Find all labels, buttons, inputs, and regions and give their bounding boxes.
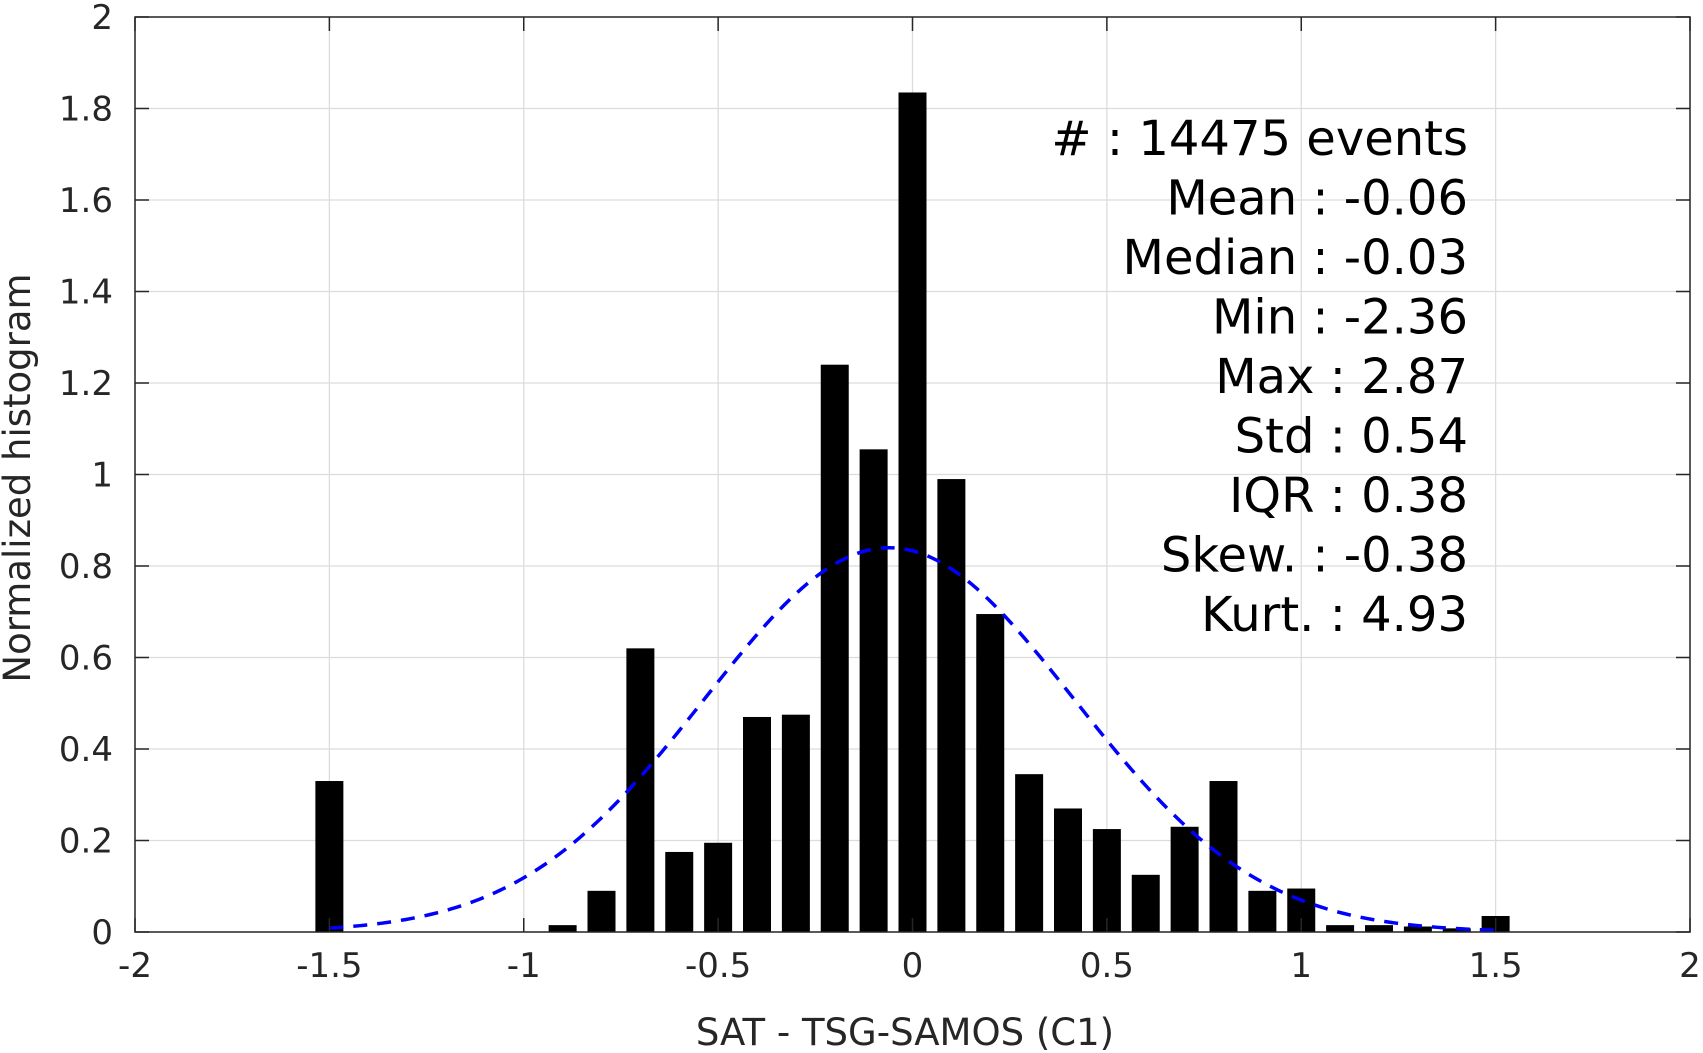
histogram-bar: [976, 614, 1005, 932]
histogram-bar: [1015, 774, 1044, 932]
y-tick-label: 0: [91, 913, 113, 953]
x-tick-label: -1: [507, 946, 541, 986]
histogram-bar: [1131, 874, 1160, 932]
y-tick-label: 1.2: [59, 364, 113, 404]
x-tick-labels: -2 -1.5 -1 -0.5 0 0.5 1 1.5 2: [118, 946, 1701, 986]
histogram-bar: [1403, 926, 1432, 932]
stats-line: Max : 2.87: [1215, 349, 1468, 405]
y-tick-label: 0.4: [59, 730, 113, 770]
stats-line: Kurt. : 4.93: [1201, 587, 1468, 643]
histogram-bar: [1092, 829, 1121, 932]
x-tick-label: 0.5: [1080, 946, 1134, 986]
histogram-bar: [626, 648, 655, 932]
y-tick-label: 0.8: [59, 547, 113, 587]
stats-line: Min : -2.36: [1212, 290, 1468, 346]
x-tick-label: -2: [118, 946, 152, 986]
stats-line: # : 14475 events: [1051, 111, 1468, 167]
x-tick-label: 0: [902, 946, 924, 986]
axis-ticks: [134, 16, 1691, 933]
histogram-bar: [548, 925, 577, 932]
y-tick-label: 1.8: [59, 90, 113, 130]
stats-line: Skew. : -0.38: [1161, 528, 1468, 584]
histogram-bar: [1054, 808, 1082, 932]
histogram-bar: [1209, 781, 1238, 932]
x-tick-label: 1.5: [1469, 946, 1523, 986]
histogram-bar: [587, 890, 616, 932]
histogram-bar: [743, 716, 771, 932]
y-tick-labels: 0 0.2 0.4 0.6 0.8 1 1.2 1.4 1.6 1.8 2: [59, 0, 113, 953]
x-tick-label: 1: [1290, 946, 1312, 986]
histogram-bar: [898, 92, 927, 933]
histogram-bar: [665, 851, 694, 932]
histogram-bar: [1170, 826, 1199, 932]
x-tick-label: -1.5: [296, 946, 362, 986]
histogram-bar: [820, 364, 849, 932]
stats-line: Median : -0.03: [1123, 230, 1468, 286]
normal-fit-curve: [329, 545, 1496, 932]
histogram-bars: [315, 92, 1510, 933]
histogram-bar: [1365, 925, 1393, 932]
histogram-bar: [1326, 925, 1355, 932]
histogram-bar: [937, 479, 966, 932]
histogram-bar: [704, 842, 733, 932]
y-axis-label: Normalized histogram: [0, 273, 39, 682]
stats-line: Std : 0.54: [1235, 409, 1468, 465]
x-tick-label: 2: [1679, 946, 1701, 986]
y-tick-label: 2: [91, 0, 113, 38]
y-tick-label: 1: [91, 456, 113, 496]
stats-line: IQR : 0.38: [1229, 468, 1468, 524]
x-tick-label: -0.5: [685, 946, 751, 986]
histogram-bar: [859, 449, 888, 932]
y-tick-label: 0.6: [59, 639, 113, 679]
histogram-bar: [1248, 890, 1277, 932]
histogram-bar: [781, 714, 810, 932]
y-tick-label: 0.2: [59, 822, 113, 862]
stats-line: Mean : -0.06: [1166, 171, 1468, 227]
histogram-bar: [315, 781, 344, 932]
y-tick-label: 1.4: [59, 273, 113, 313]
y-tick-label: 1.6: [59, 181, 113, 221]
x-axis-label: SAT - TSG-SAMOS (C1): [696, 1011, 1114, 1053]
